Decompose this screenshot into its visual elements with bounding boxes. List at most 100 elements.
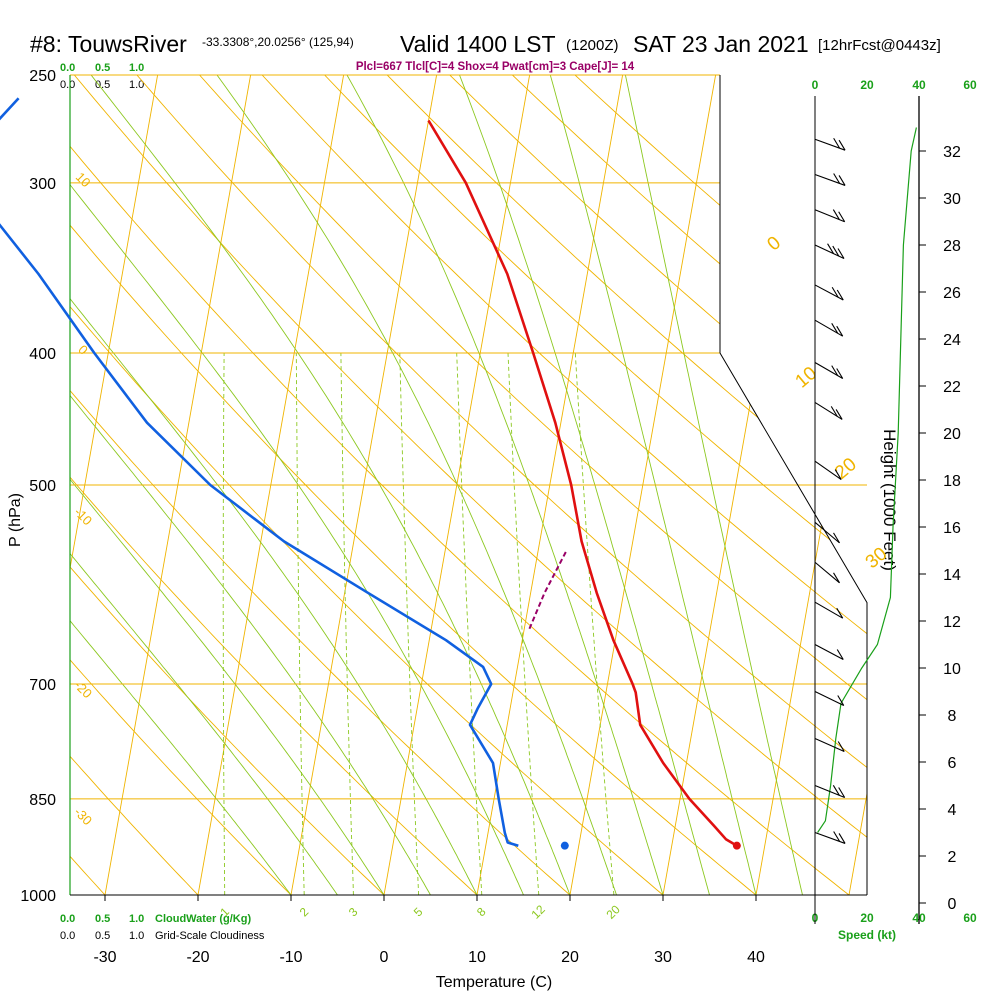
mixing-ratio-line [399, 352, 420, 895]
dry-adiabat-label: 10 [73, 169, 94, 190]
cloud-scale-label: 0.5 [95, 79, 110, 91]
mixing-ratio-label: 12 [528, 902, 548, 922]
wind-barb-flag [836, 368, 844, 379]
pressure-tick-label: 400 [29, 346, 56, 363]
height-tick-label: 22 [943, 379, 961, 396]
speed-tick-label: 40 [912, 78, 926, 92]
moist-adiabat-line [70, 75, 431, 895]
height-tick-label: 32 [943, 144, 961, 161]
cloud-scale-top-black: 0.0 0.5 1.0 [60, 79, 144, 91]
theta-e-label: 10 [791, 363, 821, 393]
wind-barb-shaft [814, 209, 845, 223]
dry-adiabat-line [70, 75, 385, 895]
wind-barb-shaft [814, 521, 840, 544]
height-tick-label: 12 [943, 614, 961, 631]
height-axis-title: Height (1000 Feet) [880, 429, 899, 571]
moist-adiabat-line [346, 75, 664, 895]
moist-adiabat-line [624, 75, 803, 895]
mixing-ratio-line [222, 352, 226, 895]
speed-tick-label: 20 [860, 911, 874, 925]
dry-adiabat-line [324, 75, 867, 895]
moist-adiabat-line [70, 75, 524, 895]
wind-barb-flag [837, 741, 845, 752]
temperature-tick-label: -10 [279, 949, 302, 966]
theta-e-label: 20 [831, 454, 861, 484]
dry-adiabat-line [136, 75, 867, 895]
wind-barb-flag [838, 139, 846, 151]
height-tick-label: 20 [943, 426, 961, 443]
wind-barb-flag [836, 325, 844, 337]
speed-ticks-top: 0 20 40 60 [812, 78, 977, 92]
cloud-scale-label: 0.0 [60, 62, 75, 74]
wind-barb-shaft [814, 601, 843, 619]
height-tick-label: 10 [943, 661, 961, 678]
wind-barb-flag [833, 173, 841, 184]
mixing-ratio-label: 2 [297, 904, 312, 919]
dry-adiabat-line [70, 75, 199, 895]
wind-barb-flag [833, 532, 840, 544]
parcel-profile-line [527, 551, 567, 632]
speed-tick-label: 60 [963, 911, 977, 925]
temperature-tick-label: -30 [93, 949, 116, 966]
wind-barb-flag [836, 289, 844, 301]
speed-tick-label: 20 [860, 78, 874, 92]
height-tick-label: 18 [943, 473, 961, 490]
cloud-scale-label: 1.0 [129, 913, 144, 925]
y-axis-title: P (hPa) [7, 493, 24, 547]
temperature-profile-line [427, 119, 738, 847]
cloud-scale-label: 0.5 [95, 62, 110, 74]
pressure-tick-label: 500 [29, 478, 56, 495]
height-tick-label: 0 [948, 896, 957, 913]
cloudwater-label: CloudWater (g/Kg) [155, 913, 251, 925]
wind-barb-shaft [814, 284, 844, 301]
wind-speed-profile-line [817, 127, 917, 833]
dry-adiabat-line [73, 75, 867, 895]
wind-barb-shaft [814, 644, 844, 661]
cloud-scale-top-green: 0.0 0.5 1.0 [60, 62, 144, 74]
cloud-scale-label: 0.0 [60, 913, 75, 925]
pressure-tick-label: 850 [29, 792, 56, 809]
wind-barb-shaft [814, 831, 846, 844]
wind-barb-flag [831, 286, 839, 298]
parcel-info: Plcl=667 Tlcl[C]=4 Shox=4 Pwat[cm]=3 Cap… [356, 61, 635, 73]
cloud-scale-bottom-black: 0.0 0.5 1.0 Grid-Scale Cloudiness [60, 930, 265, 942]
moist-adiabat-line [70, 75, 292, 895]
cloud-scale-label: 0.5 [95, 930, 110, 942]
moist-adiabat-line [70, 75, 385, 895]
wind-barb-flag [830, 406, 838, 417]
dry-adiabat-line [70, 75, 478, 895]
wind-barb-shaft [814, 173, 846, 186]
moist-adiabat-line [549, 75, 757, 895]
wind-barb-flag [827, 243, 835, 254]
temperature-tick-label: 40 [747, 949, 765, 966]
mixing-ratio-label: 3 [346, 904, 361, 919]
wind-barb-flag [837, 248, 845, 259]
valid-time: Valid 1400 LST [400, 31, 556, 57]
station-title: #8: TouwsRiver [30, 31, 187, 57]
cloud-scale-label: 0.0 [60, 79, 75, 91]
wind-barb-flag [836, 649, 844, 660]
wind-barb-flag [835, 409, 843, 420]
temperature-tick-label: 10 [468, 949, 486, 966]
mixing-ratio-line [340, 352, 354, 895]
dry-adiabat-line [70, 75, 571, 895]
dry-adiabat-line [70, 75, 850, 895]
temperature-tick-label: 30 [654, 949, 672, 966]
mixing-ratio-line [456, 352, 483, 895]
height-tick-label: 24 [943, 332, 961, 349]
surface-dewpoint-point [560, 841, 569, 850]
surface-temperature-point [732, 841, 741, 850]
x-axis-title: Temperature (C) [436, 974, 552, 991]
pressure-tick-label: 300 [29, 176, 56, 193]
wind-barb-flag [838, 787, 846, 798]
plot-right-border [719, 75, 868, 895]
moist-adiabat-line [216, 75, 617, 895]
mixing-ratio-label: 8 [474, 904, 489, 919]
valid-date: SAT 23 Jan 2021 [633, 31, 809, 57]
dry-adiabat-label: -30 [71, 804, 95, 828]
forecast-info: [12hrFcst@0443z] [818, 37, 941, 54]
temperature-tick-label: 20 [561, 949, 579, 966]
dry-adiabat-line [0, 75, 12, 895]
wind-barb-flag [838, 833, 846, 844]
dry-adiabat-line [70, 75, 757, 895]
